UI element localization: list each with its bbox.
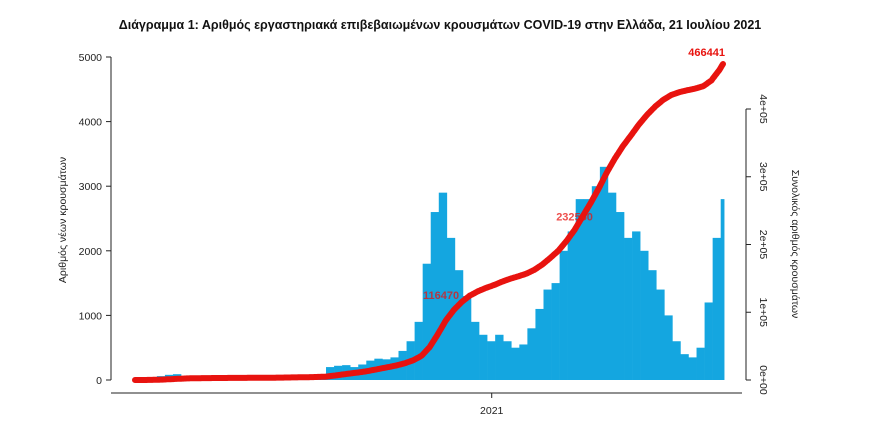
bar bbox=[422, 263, 432, 380]
y2-axis-label: Συνολικός αριθμός κρουσμάτων bbox=[789, 170, 801, 319]
y-axis-label: Αριθμός νέων κρουσμάτων bbox=[57, 157, 69, 283]
bar bbox=[559, 250, 568, 380]
y-tick-label: 5000 bbox=[79, 52, 103, 64]
bar bbox=[527, 328, 536, 380]
bar bbox=[672, 341, 681, 380]
bar bbox=[607, 192, 617, 380]
bar bbox=[680, 354, 689, 380]
cumulative-label: 466441 bbox=[688, 47, 725, 59]
bar bbox=[696, 347, 705, 380]
bar bbox=[583, 199, 593, 380]
chart-title: Διάγραμμα 1: Αριθμός εργαστηριακά επιβεβ… bbox=[119, 18, 762, 32]
cumulative-label: 116470 bbox=[423, 290, 459, 302]
bar bbox=[535, 308, 544, 380]
bar bbox=[487, 341, 496, 380]
bar bbox=[664, 315, 673, 380]
bar bbox=[640, 250, 649, 380]
cumulative-cases-line bbox=[132, 61, 726, 383]
bar bbox=[575, 199, 585, 380]
bar bbox=[720, 199, 725, 380]
bar bbox=[591, 186, 601, 380]
bar bbox=[599, 166, 609, 380]
y2-tick-label: 3e+05 bbox=[757, 162, 769, 192]
bar bbox=[615, 212, 625, 380]
bar bbox=[503, 341, 512, 380]
y-tick-label: 3000 bbox=[79, 181, 103, 193]
bar bbox=[656, 289, 665, 380]
bar bbox=[688, 357, 697, 380]
y2-tick-label: 0e+00 bbox=[757, 365, 769, 395]
bar bbox=[648, 270, 657, 380]
bar bbox=[454, 270, 464, 380]
bar bbox=[551, 283, 560, 380]
y-tick-label: 1000 bbox=[79, 310, 103, 322]
y-tick-label: 2000 bbox=[79, 246, 103, 258]
bar bbox=[495, 334, 504, 380]
bar bbox=[479, 334, 488, 380]
bar bbox=[462, 296, 472, 380]
y2-tick-label: 2e+05 bbox=[757, 230, 769, 260]
bar bbox=[712, 237, 721, 380]
y2-tick-label: 4e+05 bbox=[757, 94, 769, 124]
y2-tick-label: 1e+05 bbox=[757, 298, 769, 328]
bar bbox=[543, 289, 552, 380]
cumulative-line-group: 116470 232550 466441 bbox=[132, 47, 726, 383]
bar bbox=[704, 302, 713, 380]
bar bbox=[632, 231, 641, 380]
bar bbox=[414, 321, 423, 380]
y-tick-label: 4000 bbox=[79, 117, 103, 129]
cumulative-label: 232550 bbox=[556, 211, 593, 223]
bar bbox=[430, 212, 440, 380]
y-tick-label: 0 bbox=[96, 375, 102, 387]
bar bbox=[471, 321, 480, 380]
bar bbox=[624, 237, 633, 380]
bar bbox=[438, 192, 448, 380]
bar bbox=[519, 344, 528, 380]
x-tick-label: 2021 bbox=[480, 405, 504, 417]
bar bbox=[511, 347, 520, 380]
bar bbox=[567, 231, 577, 380]
axes-group: 0 1000 2000 3000 4000 5000 2021 0e+00 1e+05 2e+05… bbox=[79, 52, 769, 417]
